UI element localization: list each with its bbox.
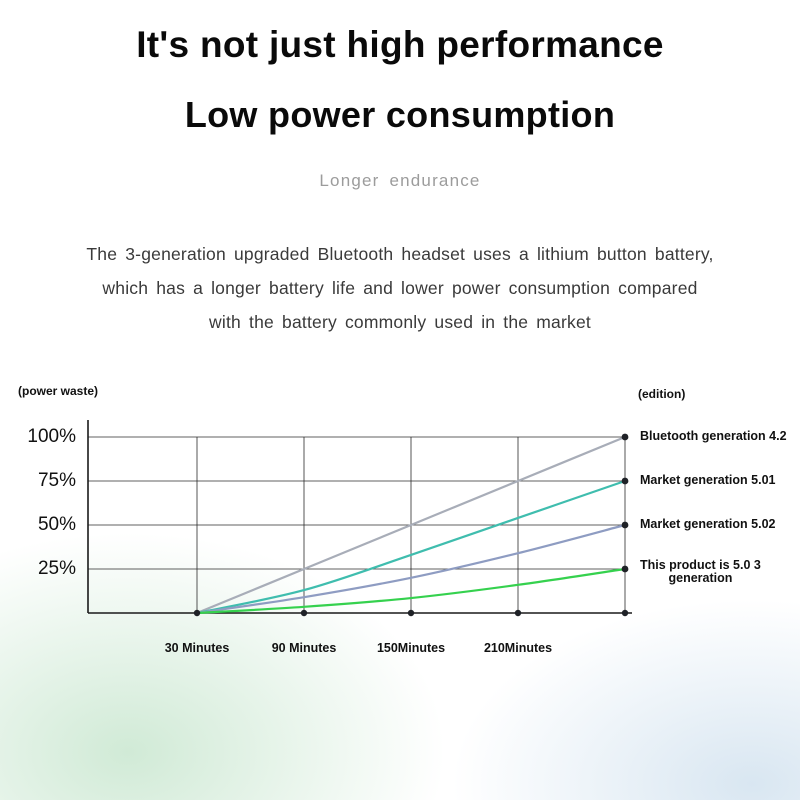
body-line-3: with the battery commonly used in the ma…	[209, 312, 591, 332]
baseline-dot-0	[193, 609, 201, 617]
series-line-0	[195, 435, 627, 615]
page-title: It's not just high performance	[136, 24, 664, 65]
series-end-dot-0	[621, 433, 629, 441]
legend-caption: (edition)	[638, 387, 686, 401]
series-end-dot-1	[621, 477, 629, 485]
series-end-dot-2	[621, 521, 629, 529]
series-line-1	[195, 479, 627, 615]
tagline: Longer endurance	[319, 171, 481, 190]
body-line-2: which has a longer battery life and lowe…	[102, 278, 698, 298]
body-copy: The 3-generation upgraded Bluetooth head…	[0, 237, 800, 339]
series-end-dot-3	[621, 565, 629, 573]
series-line-3	[195, 567, 627, 615]
baseline-dot-2	[407, 609, 415, 617]
body-line-1: The 3-generation upgraded Bluetooth head…	[86, 244, 714, 264]
baseline-dot-4	[621, 609, 629, 617]
series-line-2	[195, 523, 627, 615]
baseline-dot-1	[300, 609, 308, 617]
y-axis-caption: (power waste)	[18, 384, 99, 398]
page-subtitle: Low power consumption	[184, 94, 616, 135]
baseline-dot-3	[514, 609, 522, 617]
